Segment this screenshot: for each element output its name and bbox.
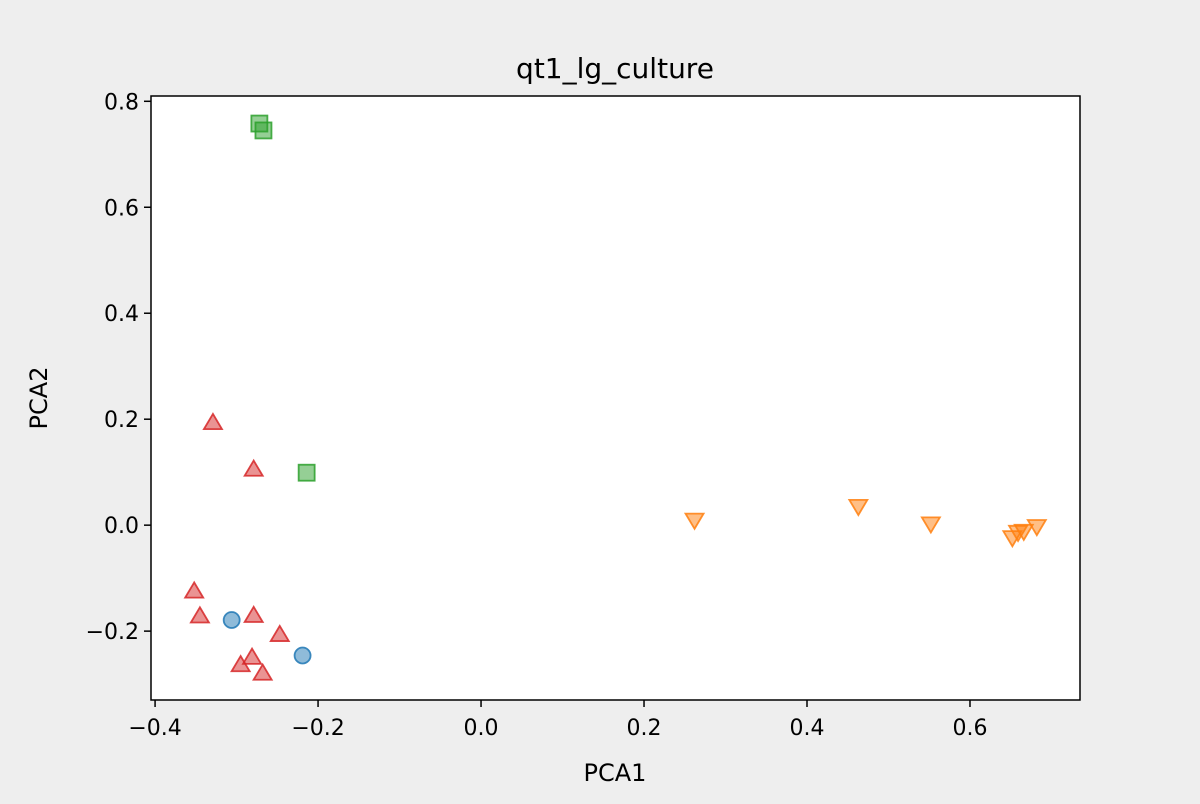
x-axis-label: PCA1 [584,759,647,787]
y-tick-label: 0.8 [104,90,139,115]
x-axis-ticks: −0.4 −0.2 0.0 0.2 0.4 0.6 [128,700,987,741]
plot-area [151,96,1080,700]
x-tick-label: 0.0 [464,716,499,741]
x-tick-label: −0.2 [291,716,344,741]
x-tick-label: −0.4 [128,716,181,741]
y-tick-label: 0.0 [104,514,139,539]
data-point-circle [293,646,312,665]
data-point-triangle-up [243,605,265,623]
chart-title: qt1_lg_culture [516,52,714,85]
data-point-circle [222,611,241,629]
y-axis-ticks: −0.2 0.0 0.2 0.4 0.6 0.8 [86,90,151,645]
data-point-square [297,463,316,482]
data-point-triangle-up [243,458,265,477]
data-point-triangle-up [269,624,291,642]
data-point-triangle-down [920,516,942,535]
y-axis-label: PCA2 [25,367,53,430]
data-point-square [254,121,273,140]
plot-frame [150,95,1081,701]
data-point-triangle-up [202,412,224,431]
data-point-triangle-up [189,605,211,624]
data-point-triangle-up [230,654,252,673]
data-point-triangle-down [1013,523,1035,542]
data-point-triangle-up [241,646,263,665]
data-point-triangle-up [252,662,274,681]
x-tick-label: 0.6 [952,716,987,741]
points-layer [183,114,1048,681]
data-point-triangle-down [847,498,869,517]
y-tick-label: 0.6 [104,196,139,221]
x-tick-label: 0.2 [627,716,662,741]
data-point-triangle-down [683,512,706,531]
data-point-triangle-up [183,580,205,599]
y-tick-label: 0.2 [104,408,139,433]
x-tick-label: 0.4 [790,716,825,741]
y-tick-label: −0.2 [86,620,139,645]
data-point-triangle-down [1026,519,1048,537]
y-tick-label: 0.4 [104,302,139,327]
